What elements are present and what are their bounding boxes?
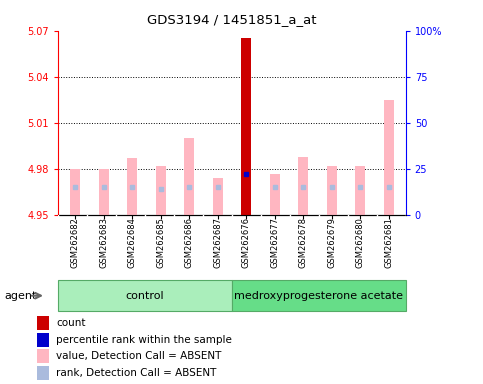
Bar bbox=[70, 169, 80, 215]
Bar bbox=[327, 166, 337, 215]
Bar bbox=[232, 280, 406, 311]
Bar bbox=[298, 157, 308, 215]
Text: rank, Detection Call = ABSENT: rank, Detection Call = ABSENT bbox=[56, 368, 216, 378]
Text: GSM262678: GSM262678 bbox=[298, 217, 308, 268]
Text: GSM262676: GSM262676 bbox=[242, 217, 251, 268]
Text: value, Detection Call = ABSENT: value, Detection Call = ABSENT bbox=[56, 351, 221, 361]
Text: percentile rank within the sample: percentile rank within the sample bbox=[56, 335, 232, 345]
Bar bbox=[127, 158, 137, 215]
Text: GSM262677: GSM262677 bbox=[270, 217, 279, 268]
Text: agent: agent bbox=[5, 291, 37, 301]
Bar bbox=[58, 280, 232, 311]
Text: GSM262683: GSM262683 bbox=[99, 217, 108, 268]
Bar bbox=[38, 366, 49, 380]
Bar bbox=[156, 166, 166, 215]
Text: GSM262686: GSM262686 bbox=[185, 217, 194, 268]
Bar bbox=[38, 316, 49, 330]
Text: GSM262679: GSM262679 bbox=[327, 217, 336, 268]
Text: control: control bbox=[126, 291, 164, 301]
Bar bbox=[38, 349, 49, 363]
Bar bbox=[184, 138, 194, 215]
Text: GSM262687: GSM262687 bbox=[213, 217, 222, 268]
Bar bbox=[241, 38, 251, 215]
Text: GSM262684: GSM262684 bbox=[128, 217, 137, 268]
Bar bbox=[213, 178, 223, 215]
Text: GSM262685: GSM262685 bbox=[156, 217, 165, 268]
Text: count: count bbox=[56, 318, 85, 328]
Bar bbox=[355, 166, 365, 215]
Bar bbox=[384, 100, 394, 215]
Text: GSM262682: GSM262682 bbox=[71, 217, 80, 268]
Text: GDS3194 / 1451851_a_at: GDS3194 / 1451851_a_at bbox=[147, 13, 316, 26]
Bar bbox=[270, 174, 280, 215]
Text: GSM262680: GSM262680 bbox=[355, 217, 365, 268]
Bar bbox=[99, 169, 109, 215]
Text: medroxyprogesterone acetate: medroxyprogesterone acetate bbox=[234, 291, 403, 301]
Bar bbox=[38, 333, 49, 347]
Text: GSM262681: GSM262681 bbox=[384, 217, 393, 268]
